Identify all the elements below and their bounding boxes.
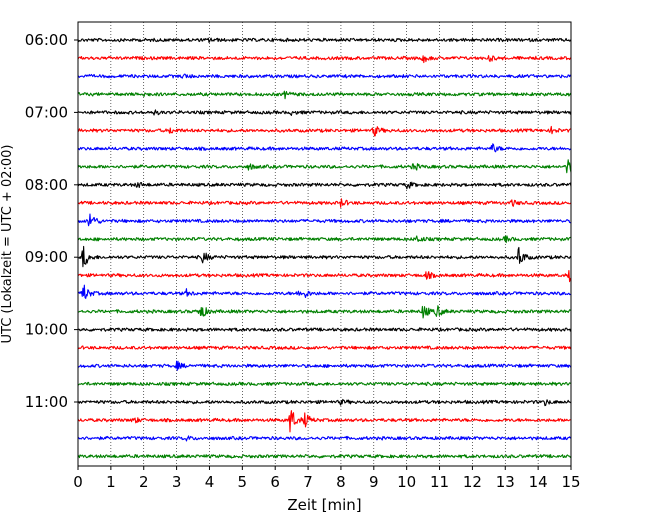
trace-1000 (77, 327, 572, 332)
x-tick-label: 15 (561, 473, 580, 491)
trace-0945 (77, 305, 572, 319)
trace-0745 (77, 159, 572, 174)
trace-0700 (77, 109, 572, 116)
x-tick-label: 3 (172, 473, 182, 491)
x-tick-label: 8 (336, 473, 346, 491)
trace-0845 (77, 235, 572, 244)
x-tick-label: 10 (397, 473, 416, 491)
y-tick-label: 08:00 (25, 176, 68, 194)
trace-0800 (77, 181, 572, 190)
trace-1100 (77, 398, 572, 407)
x-tick-label: 5 (238, 473, 248, 491)
trace-1145 (77, 454, 572, 459)
trace-0900 (77, 245, 572, 268)
grid-lines (110, 22, 539, 466)
x-axis-ticks: 0 1 2 3 4 5 6 7 8 9 10 11 12 13 14 15 (73, 466, 581, 491)
trace-0815 (77, 198, 572, 208)
trace-0915 (77, 270, 572, 283)
x-tick-label: 6 (270, 473, 280, 491)
trace-0630 (77, 73, 572, 79)
x-tick-label: 11 (430, 473, 449, 491)
x-tick-label: 0 (73, 473, 83, 491)
trace-0645 (77, 90, 572, 100)
x-tick-label: 2 (139, 473, 149, 491)
trace-0830 (77, 213, 572, 227)
trace-1045 (77, 381, 572, 387)
trace-0715 (77, 125, 572, 137)
x-tick-label: 1 (106, 473, 116, 491)
x-tick-label: 7 (303, 473, 313, 491)
seismogram-traces (77, 37, 572, 459)
y-tick-label: 10:00 (25, 321, 68, 339)
trace-0730 (77, 143, 572, 153)
y-tick-label: 09:00 (25, 248, 68, 266)
trace-1115 (77, 410, 572, 433)
y-axis-label: UTC (Lokalzeit = UTC + 02:00) (0, 145, 15, 344)
y-tick-label: 06:00 (25, 31, 68, 49)
y-axis-ticks: 06:00 07:00 08:00 09:00 10:00 11:00 (25, 31, 78, 411)
trace-1030 (77, 360, 572, 371)
x-axis-label: Zeit [min] (287, 496, 361, 514)
trace-0615 (77, 55, 572, 64)
trace-1130 (77, 435, 572, 442)
plot-frame (77, 21, 572, 467)
x-tick-label: 14 (529, 473, 548, 491)
x-tick-label: 9 (369, 473, 379, 491)
trace-0930 (77, 284, 572, 300)
x-tick-label: 12 (463, 473, 482, 491)
x-tick-label: 13 (496, 473, 515, 491)
y-tick-label: 07:00 (25, 103, 68, 121)
trace-0600 (77, 37, 572, 43)
y-tick-label: 11:00 (25, 393, 68, 411)
x-tick-label: 4 (205, 473, 215, 491)
trace-1015 (77, 345, 572, 350)
